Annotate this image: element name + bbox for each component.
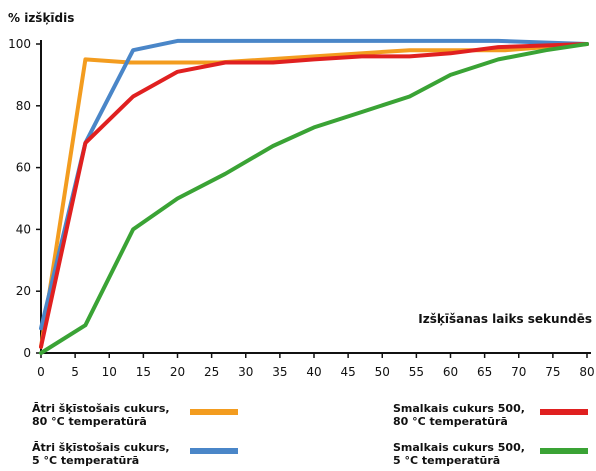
legend-label-1: Ātri šķīstošais cukurs, 80 °C temperatūrā bbox=[32, 402, 170, 428]
x-tick-label: 35 bbox=[272, 365, 287, 379]
series-line-1 bbox=[39, 42, 589, 349]
legend-swatch-4 bbox=[540, 448, 588, 454]
series-line-4 bbox=[39, 42, 589, 355]
x-tick-label: 20 bbox=[170, 365, 185, 379]
x-axis-title: Izšķīšanas laiks sekundēs bbox=[418, 312, 592, 326]
x-tick-label: 75 bbox=[545, 365, 560, 379]
legend-swatch-3 bbox=[540, 409, 588, 415]
y-tick-label: 80 bbox=[16, 99, 31, 113]
x-tick-label: 80 bbox=[579, 365, 594, 379]
x-tick-label: 0 bbox=[37, 365, 45, 379]
y-tick-label: 0 bbox=[23, 346, 31, 360]
x-tick-label: 30 bbox=[238, 365, 253, 379]
y-axis-title: % izšķīdis bbox=[8, 11, 74, 25]
y-tick-label: 60 bbox=[16, 161, 31, 175]
y-tick-label: 20 bbox=[16, 284, 31, 298]
x-tick-label: 55 bbox=[409, 365, 424, 379]
legend-swatch-1 bbox=[190, 409, 238, 415]
x-tick-label: 60 bbox=[443, 365, 458, 379]
x-tick-label: 50 bbox=[375, 365, 390, 379]
x-tick-label: 10 bbox=[102, 365, 117, 379]
axes: 0 20 40 60 80 100 0 5 10 15 20 25 30 35 40 45 50 55 60 65 70… bbox=[8, 37, 595, 379]
series-line-2 bbox=[39, 38, 589, 331]
x-tick-label: 25 bbox=[204, 365, 219, 379]
series-layer bbox=[39, 38, 589, 355]
x-tick-label: 45 bbox=[340, 365, 355, 379]
x-tick-label: 40 bbox=[306, 365, 321, 379]
x-tick-label: 5 bbox=[71, 365, 79, 379]
legend-label-3: Smalkais cukurs 500, 80 °C temperatūrā bbox=[393, 402, 525, 428]
x-tick-label: 70 bbox=[511, 365, 526, 379]
y-tick-label: 40 bbox=[16, 222, 31, 236]
y-tick-label: 100 bbox=[8, 37, 31, 51]
legend-label-2: Ātri šķīstošais cukurs, 5 °C temperatūrā bbox=[32, 441, 170, 467]
legend-swatch-2 bbox=[190, 448, 238, 454]
legend-label-4: Smalkais cukurs 500, 5 °C temperatūrā bbox=[393, 441, 525, 467]
x-tick-label: 15 bbox=[136, 365, 151, 379]
x-tick-label: 65 bbox=[477, 365, 492, 379]
series-line-3 bbox=[39, 42, 589, 349]
